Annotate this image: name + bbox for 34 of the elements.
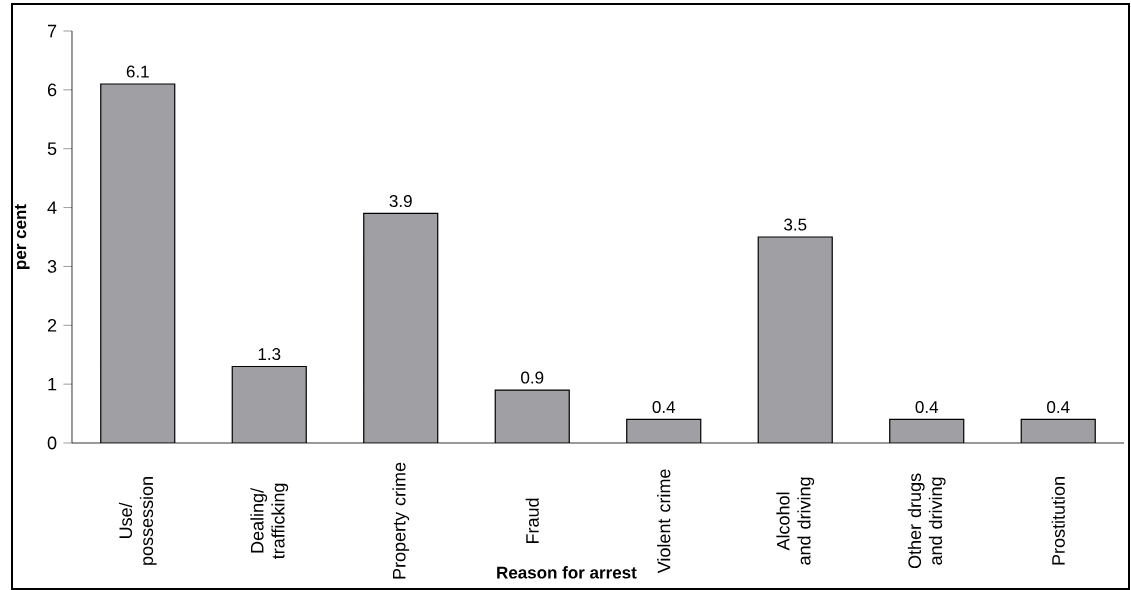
y-tick-label: 6	[47, 83, 57, 97]
bar	[889, 419, 964, 443]
x-tick-label: Violent crime	[657, 469, 671, 574]
data-label: 3.5	[784, 218, 807, 231]
x-tick-label: Alcohol and driving	[776, 477, 815, 565]
bar	[232, 366, 307, 443]
x-tick-label: Fraud	[525, 498, 539, 543]
x-tick-label: Prostitution	[1051, 477, 1065, 565]
x-tick-label: Dealing/ trafficking	[250, 483, 289, 560]
y-tick-label: 1	[48, 377, 57, 391]
x-axis-title: Reason for arrest	[497, 566, 637, 579]
y-tick-label: 4	[47, 201, 57, 214]
bar	[363, 213, 438, 443]
bar	[758, 237, 833, 443]
data-label: 3.9	[389, 195, 412, 208]
y-tick-label: 7	[47, 24, 57, 38]
x-tick-label: Use/ possession	[118, 477, 157, 565]
bar	[626, 419, 701, 443]
bar	[495, 390, 570, 443]
x-tick-label: Property crime	[392, 462, 410, 579]
y-axis-title: per cent	[14, 204, 30, 269]
data-label: 0.4	[1047, 401, 1070, 414]
bar	[1020, 418, 1096, 443]
y-tick-label: 2	[47, 318, 57, 332]
y-tick-label: 5	[47, 142, 57, 156]
x-tick-label: Other drugs and driving	[907, 473, 946, 569]
data-label: 0.9	[521, 371, 544, 384]
bar	[100, 83, 175, 443]
data-label: 0.4	[652, 401, 676, 414]
data-label: 1.3	[258, 348, 281, 361]
data-label: 6.1	[126, 65, 149, 78]
y-tick-label: 0	[47, 436, 57, 450]
data-label: 0.4	[915, 401, 939, 414]
y-tick-label: 3	[47, 260, 57, 273]
